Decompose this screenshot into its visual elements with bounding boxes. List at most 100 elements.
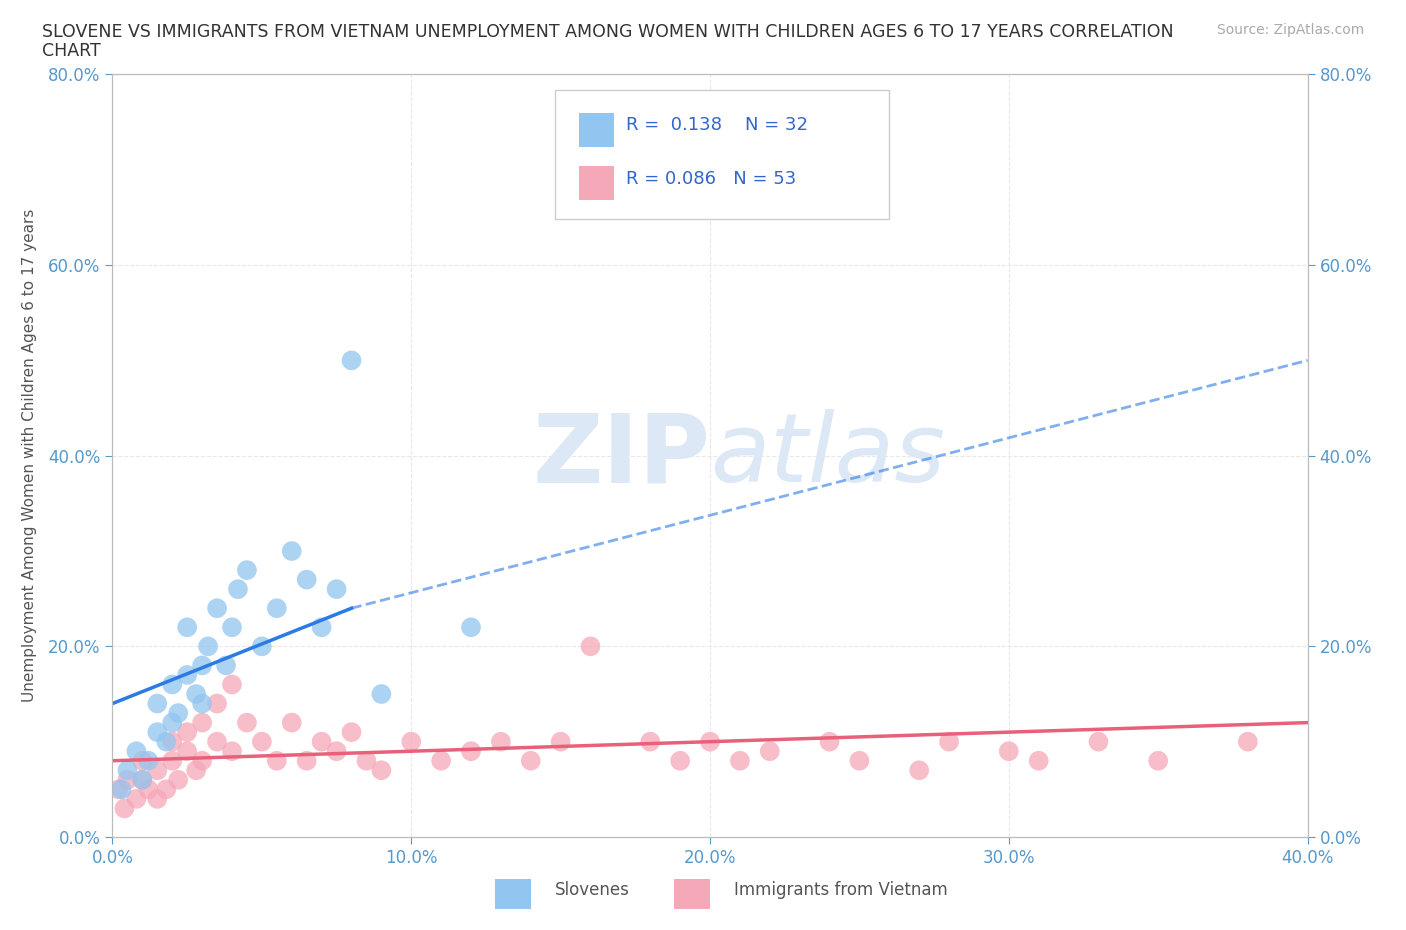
Text: CHART: CHART xyxy=(42,42,101,60)
Point xyxy=(938,735,960,750)
Point xyxy=(311,735,333,750)
Point xyxy=(146,763,169,777)
Point xyxy=(325,582,347,597)
Point xyxy=(191,696,214,711)
Point xyxy=(295,572,318,587)
Bar xyxy=(495,879,531,910)
Point xyxy=(155,735,177,750)
Point xyxy=(266,753,288,768)
Text: Slovenes: Slovenes xyxy=(554,882,630,899)
Point xyxy=(191,753,214,768)
Point xyxy=(1147,753,1170,768)
Text: R = 0.086   N = 53: R = 0.086 N = 53 xyxy=(627,170,797,188)
Point xyxy=(281,715,304,730)
Point xyxy=(110,782,132,797)
Point xyxy=(295,753,318,768)
Point xyxy=(162,735,183,750)
Text: R =  0.138    N = 32: R = 0.138 N = 32 xyxy=(627,116,808,134)
Point xyxy=(114,801,135,816)
Point xyxy=(138,782,160,797)
Point xyxy=(125,744,148,759)
Point xyxy=(205,735,228,750)
Point xyxy=(155,782,177,797)
Point xyxy=(250,639,273,654)
Point xyxy=(460,744,482,759)
Point xyxy=(186,686,208,701)
Point xyxy=(759,744,782,759)
Point xyxy=(1087,735,1109,750)
Point xyxy=(908,763,931,777)
Point xyxy=(640,735,662,750)
Point xyxy=(167,772,190,787)
Point xyxy=(117,772,139,787)
Bar xyxy=(675,879,710,910)
Point xyxy=(1237,735,1260,750)
Point xyxy=(107,782,129,797)
Point xyxy=(226,582,249,597)
Bar xyxy=(579,166,614,200)
Point xyxy=(191,658,214,673)
Point xyxy=(266,601,288,616)
Point xyxy=(669,753,692,768)
Point xyxy=(579,639,602,654)
Text: Immigrants from Vietnam: Immigrants from Vietnam xyxy=(734,882,948,899)
Point xyxy=(340,352,363,367)
Point xyxy=(1028,753,1050,768)
Point xyxy=(699,735,721,750)
Point xyxy=(205,601,228,616)
Point xyxy=(221,620,243,635)
Point xyxy=(176,620,198,635)
Point xyxy=(215,658,238,673)
Point xyxy=(325,744,347,759)
Point xyxy=(162,753,183,768)
Point xyxy=(167,706,190,721)
Point xyxy=(146,724,169,739)
FancyBboxPatch shape xyxy=(554,89,890,219)
Point xyxy=(176,724,198,739)
Point xyxy=(236,715,259,730)
Point xyxy=(281,543,304,558)
Point xyxy=(162,677,183,692)
Point xyxy=(489,735,512,750)
Point xyxy=(176,744,198,759)
Point xyxy=(131,772,153,787)
Text: ZIP: ZIP xyxy=(531,409,710,502)
Point xyxy=(117,763,139,777)
Point xyxy=(370,686,392,701)
Point xyxy=(236,563,259,578)
Point xyxy=(131,753,153,768)
Point xyxy=(125,791,148,806)
Point xyxy=(460,620,482,635)
Point xyxy=(191,715,214,730)
Point xyxy=(728,753,751,768)
Text: Source: ZipAtlas.com: Source: ZipAtlas.com xyxy=(1216,23,1364,37)
Text: SLOVENE VS IMMIGRANTS FROM VIETNAM UNEMPLOYMENT AMONG WOMEN WITH CHILDREN AGES 6: SLOVENE VS IMMIGRANTS FROM VIETNAM UNEMP… xyxy=(42,23,1174,41)
Point xyxy=(197,639,219,654)
Point xyxy=(131,772,153,787)
Point xyxy=(221,677,243,692)
Point xyxy=(520,753,543,768)
Point xyxy=(138,753,160,768)
Point xyxy=(818,735,841,750)
Point xyxy=(848,753,870,768)
Point xyxy=(430,753,453,768)
Point xyxy=(146,696,169,711)
Point xyxy=(176,668,198,683)
Point xyxy=(401,735,423,750)
Point xyxy=(579,162,602,177)
Point xyxy=(162,715,183,730)
Bar xyxy=(579,113,614,147)
Point xyxy=(340,724,363,739)
Point xyxy=(370,763,392,777)
Point xyxy=(998,744,1021,759)
Text: atlas: atlas xyxy=(710,409,945,502)
Point xyxy=(221,744,243,759)
Point xyxy=(550,735,572,750)
Y-axis label: Unemployment Among Women with Children Ages 6 to 17 years: Unemployment Among Women with Children A… xyxy=(22,209,37,702)
Point xyxy=(356,753,378,768)
Point xyxy=(186,763,208,777)
Point xyxy=(250,735,273,750)
Point xyxy=(311,620,333,635)
Point xyxy=(205,696,228,711)
Point xyxy=(146,791,169,806)
